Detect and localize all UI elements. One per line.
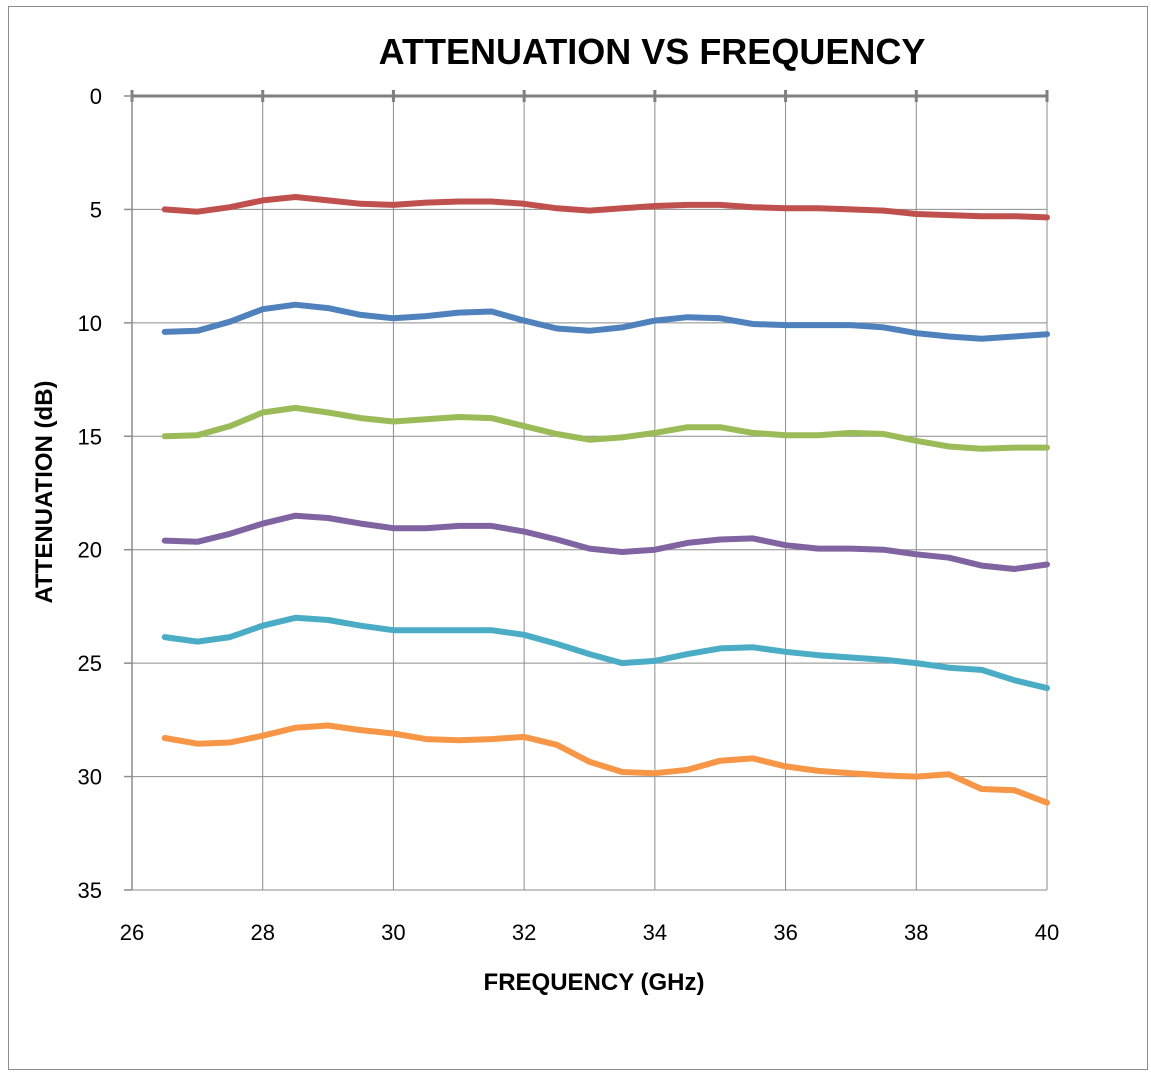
x-tick-label: 26 bbox=[120, 920, 144, 945]
series-line-4 bbox=[161, 512, 1050, 572]
y-tick-label: 25 bbox=[78, 651, 102, 676]
y-axis-title: ATTENUATION (dB) bbox=[31, 380, 58, 603]
x-tick-label: 34 bbox=[643, 920, 667, 945]
series-line-2 bbox=[161, 301, 1050, 342]
x-tick-label: 38 bbox=[904, 920, 928, 945]
gridlines bbox=[132, 96, 1048, 891]
y-tick-label: 0 bbox=[90, 84, 102, 109]
x-axis-title: FREQUENCY (GHz) bbox=[484, 969, 705, 996]
y-tick-label: 15 bbox=[78, 424, 102, 449]
x-tick-label: 30 bbox=[381, 920, 405, 945]
series-line-5 bbox=[161, 614, 1050, 692]
chart-frame bbox=[8, 6, 1148, 1070]
y-tick-label: 5 bbox=[90, 197, 102, 222]
y-tick-label: 10 bbox=[78, 311, 102, 336]
x-tick-label: 40 bbox=[1035, 920, 1059, 945]
y-tick-label: 35 bbox=[78, 878, 102, 903]
series-line-3 bbox=[161, 404, 1050, 452]
series-line-6 bbox=[161, 722, 1050, 806]
series-line-1 bbox=[161, 194, 1050, 221]
axes: 26 28 30 32 34 36 38 40 0 5 10 15 20 25 30 35 bbox=[78, 84, 1060, 945]
x-tick-label: 32 bbox=[512, 920, 536, 945]
chart-title: ATTENUATION VS FREQUENCY bbox=[379, 31, 926, 72]
series-lines bbox=[161, 194, 1050, 806]
y-tick-label: 30 bbox=[78, 765, 102, 790]
x-tick-label: 36 bbox=[773, 920, 797, 945]
y-tick-label: 20 bbox=[78, 538, 102, 563]
x-tick-label: 28 bbox=[250, 920, 274, 945]
